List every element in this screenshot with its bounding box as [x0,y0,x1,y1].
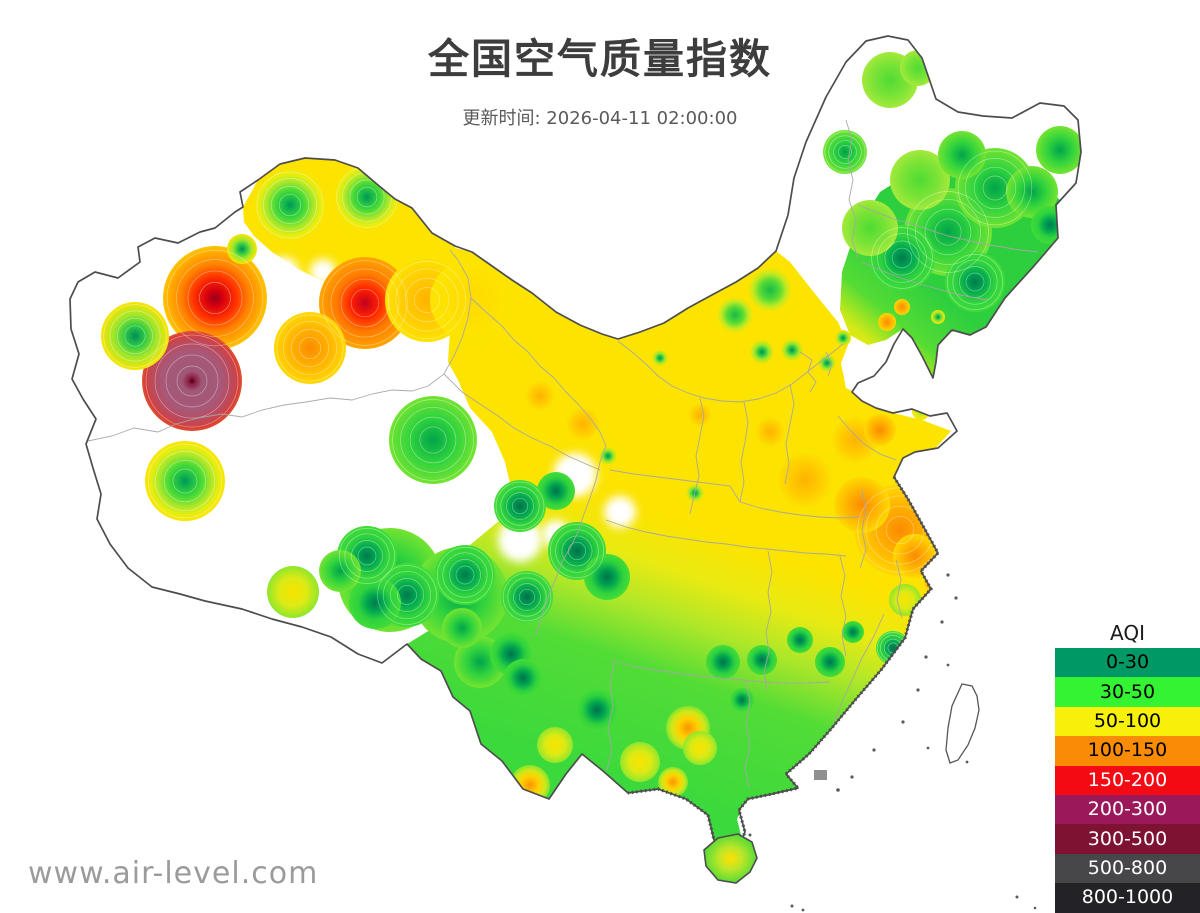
china-border [69,35,1082,859]
legend-item-200-300: 200-300 [1055,794,1200,825]
legend-rows: 0-30 30-50 50-100 100-150 150-200 200-300 300-… [1055,648,1200,913]
legend-item-50-100: 50-100 [1055,706,1200,737]
legend-item-0-30: 0-30 [1055,648,1200,678]
taiwan-island [945,683,980,764]
watermark: www.air-level.com [28,856,319,891]
hainan-island [703,833,758,884]
hongkong-area [814,770,827,780]
legend-item-500-800: 500-800 [1055,853,1200,884]
heatmap-layer [101,50,1081,857]
legend-item-300-500: 300-500 [1055,824,1200,854]
station-heat-spots [101,50,1081,805]
legend-item-30-50: 30-50 [1055,677,1200,707]
legend-item-150-200: 150-200 [1055,765,1200,795]
legend-item-100-150: 100-150 [1055,736,1200,766]
legend-item-800-1000: 800-1000 [1055,883,1200,913]
legend-title: AQI [1110,621,1145,645]
contour-rings [103,131,1033,664]
page-title: 全国空气质量指数 [428,35,772,83]
small-islands [748,573,1037,912]
aqi-legend: AQI 0-30 30-50 50-100 100-150 150-200 200-300… [1055,620,1200,913]
province-borders [87,119,1039,789]
update-time: 更新时间: 2026-04-11 02:00:00 [462,108,738,129]
